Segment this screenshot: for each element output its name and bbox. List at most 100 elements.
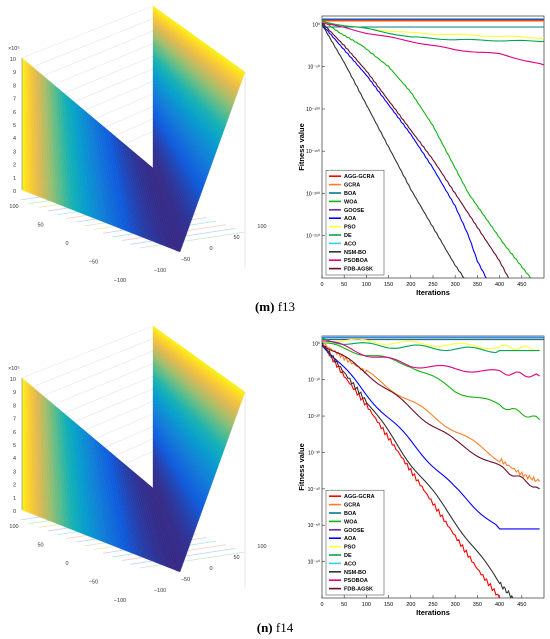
legend-label: NSM-BO: [344, 250, 367, 256]
x-tick-label: 100: [9, 524, 18, 530]
y-axis-label: Fitness value: [297, 123, 306, 171]
z-tick-label: 3: [13, 469, 16, 475]
series-line-de: [322, 337, 540, 354]
y-tick-label: 50: [233, 555, 239, 561]
x-tick-label: 50: [37, 543, 43, 549]
series-line-gcra: [322, 341, 541, 483]
surface-facet-left: [21, 377, 25, 512]
back-grid-line: [21, 30, 154, 85]
series-line-nsm-bo: [322, 342, 514, 598]
z-tick-label: 7: [13, 417, 16, 423]
y-tick-label: 10⁻⁵⁰: [308, 523, 320, 529]
z-tick-label: 2: [13, 163, 16, 169]
back-grid-line: [21, 338, 154, 392]
back-grid-line: [21, 350, 154, 405]
z-tick-label: 9: [13, 390, 16, 396]
convergence-chart-n: 0 50 100 150 200 250 300 350 400 450 10⁰ 10⁻¹⁰ 10⁻²⁰…: [297, 335, 545, 617]
y-tick-label: 10⁻²⁰: [308, 414, 320, 420]
y-tick-label: 0: [209, 246, 212, 252]
series-line-aoa: [322, 345, 540, 530]
x-tick-label: 250: [428, 602, 437, 608]
base-contour-line: [139, 231, 246, 249]
y-tick-label: 100: [257, 224, 266, 230]
series-group: [322, 17, 544, 278]
z-tick-label: 5: [13, 123, 16, 129]
y-tick-label: 10⁻¹⁰: [308, 378, 320, 384]
legend-label: BOA: [344, 191, 356, 197]
legend-label: BOA: [344, 511, 356, 517]
x-tick-label: 0: [65, 241, 68, 247]
legend-label: PSOBOA: [344, 578, 368, 584]
y-axis-label: Fitness value: [297, 443, 306, 491]
x-tick-label: 0: [320, 282, 323, 288]
x-tick-label: −100: [114, 278, 126, 284]
y-tick-label: 100: [257, 544, 266, 550]
caption-n: (n) f14: [0, 620, 550, 636]
series-line-fdb-agsk: [322, 345, 540, 490]
z-tick-label: 1: [13, 176, 16, 182]
x-tick-label: 50: [37, 223, 43, 229]
series-line-woa: [322, 19, 532, 278]
legend-box: [325, 169, 385, 276]
y-tick-label: 50: [233, 235, 239, 241]
series-line-psoboa: [322, 22, 544, 66]
x-tick-label: 200: [406, 282, 415, 288]
x-axis-label: Iterations: [416, 288, 450, 297]
y-tick-label: 10⁻³⁰: [308, 450, 320, 456]
caption-m-letter: (m): [254, 299, 275, 314]
x-tick-label: 0: [320, 602, 323, 608]
series-group: [322, 336, 544, 598]
z-tick-label: 9: [13, 70, 16, 76]
x-tick-label: −50: [89, 260, 98, 266]
figure-panel-m: 0 1 2 3 4 5 6 7 8 9 10 ×10⁵ 100 50 0 −50 −100 −100 −50 0 50 1…: [0, 5, 550, 315]
caption-m-name: f13: [277, 299, 296, 314]
series-line-pso: [322, 338, 540, 352]
legend-label: AGG-GCRA: [344, 174, 375, 180]
legend-label: AGG-GCRA: [344, 494, 375, 500]
x-tick-label: 150: [384, 282, 393, 288]
back-grid-line: [21, 325, 154, 379]
legend-label: PSOBOA: [344, 258, 368, 264]
series-line-de: [322, 21, 544, 43]
legend-label: NSM-BO: [344, 570, 367, 576]
x-tick-label: 50: [341, 282, 347, 288]
y-tick-label: 10⁰: [312, 22, 320, 28]
y-tick-label: 10⁻⁴⁰: [308, 487, 320, 493]
legend-label: FDB-AGSK: [344, 587, 373, 593]
legend-label: DE: [344, 233, 352, 239]
series-line-nsm-bo: [322, 23, 465, 278]
z-tick-label: 10: [10, 57, 16, 63]
x-tick-label: 300: [451, 282, 460, 288]
z-tick-label: 8: [13, 403, 16, 409]
z-tick-label: 8: [13, 83, 16, 89]
legend-label: PSO: [344, 225, 356, 231]
back-grid-line: [21, 18, 154, 72]
legend-label: PSO: [344, 545, 356, 551]
y-tick-label: 10⁻¹⁰⁰: [306, 107, 320, 113]
x-tick-label: 50: [341, 602, 347, 608]
series-line-psoboa: [322, 340, 540, 378]
caption-m: (m) f13: [0, 299, 550, 315]
legend-label: GOOSE: [344, 528, 365, 534]
y-tick-label: 0: [209, 566, 212, 572]
y-tick-label: 10⁻²⁰⁰: [306, 191, 320, 197]
legend-label: AOA: [344, 216, 356, 222]
z-tick-label: 6: [13, 110, 16, 116]
x-tick-label: 350: [473, 282, 482, 288]
z-tick-label: 10: [10, 377, 16, 383]
x-tick-label: 200: [406, 602, 415, 608]
x-tick-label: 0: [65, 561, 68, 567]
y-tick-label: 10⁻⁵⁰: [308, 65, 320, 71]
series-line-aoa: [322, 24, 487, 278]
legend-label: GOOSE: [344, 208, 365, 214]
x-tick-label: 100: [9, 204, 18, 210]
surface-plot-m: 0 1 2 3 4 5 6 7 8 9 10 ×10⁵ 100 50 0 −50 −100 −100 −50 0 50 1…: [8, 5, 267, 284]
z-tick-label: 4: [13, 456, 16, 462]
x-tick-label: 400: [495, 602, 504, 608]
y-tick-label: 10⁻²⁵⁰: [306, 234, 320, 240]
legend-box: [325, 489, 385, 596]
back-grid-line: [21, 5, 154, 59]
legend-label: WOA: [344, 199, 357, 205]
legend-label: AOA: [344, 536, 356, 542]
legend-label: WOA: [344, 519, 357, 525]
